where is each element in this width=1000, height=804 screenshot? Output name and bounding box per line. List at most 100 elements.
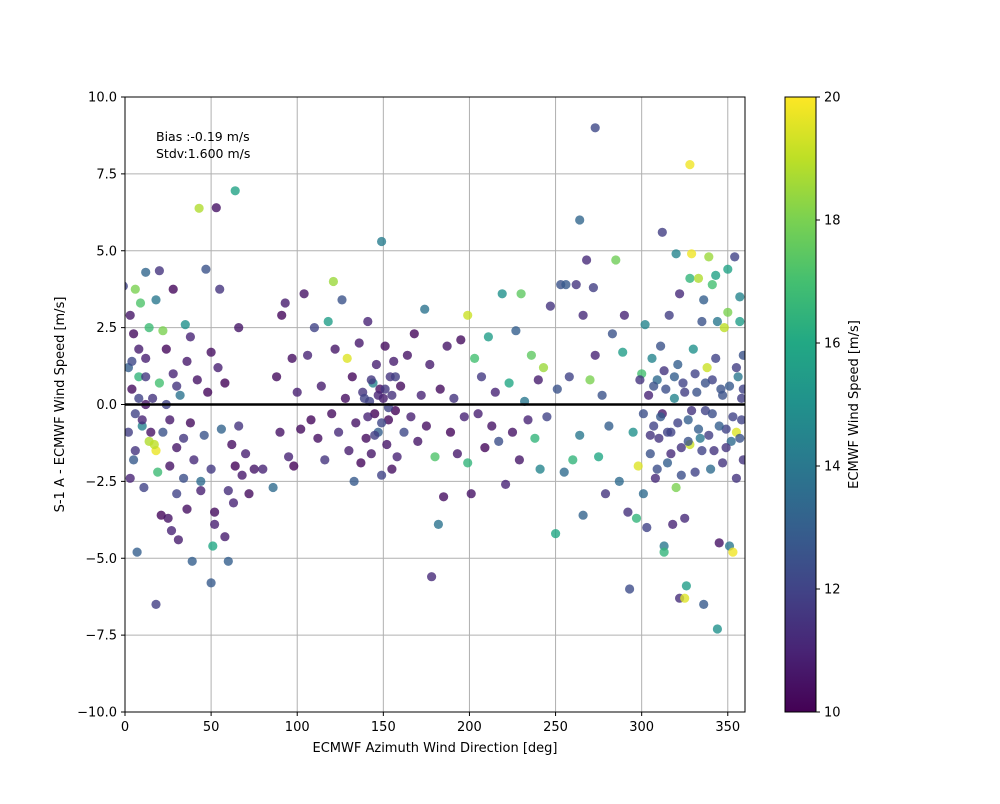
data-point: [129, 455, 139, 465]
data-point: [728, 547, 738, 557]
data-point: [680, 513, 690, 523]
data-point: [735, 316, 745, 327]
data-point: [154, 378, 164, 388]
x-tick-label: 0: [121, 720, 129, 735]
data-point: [168, 284, 178, 294]
data-point: [187, 556, 197, 566]
y-tick-label: 7.5: [96, 167, 117, 182]
data-point: [588, 283, 599, 293]
data-point: [349, 476, 359, 486]
data-point: [389, 356, 399, 366]
colorbar-tick-label: 12: [824, 583, 841, 598]
data-point: [153, 467, 163, 477]
data-point: [733, 372, 743, 382]
data-point: [664, 310, 674, 320]
data-point: [559, 467, 569, 477]
data-point: [561, 280, 571, 290]
colorbar-tick-label: 14: [824, 460, 841, 475]
data-point: [373, 390, 383, 400]
data-point: [289, 461, 299, 471]
data-point: [280, 298, 290, 308]
data-point: [657, 227, 667, 237]
data-point: [199, 430, 209, 440]
data-point: [638, 409, 649, 419]
colorbar: 10 12 14 16 18 20 ECMWF Wind Speed [m/s]: [784, 91, 862, 721]
data-point: [165, 415, 175, 425]
data-point: [649, 381, 659, 391]
data-point: [597, 390, 607, 400]
data-point: [213, 363, 223, 373]
data-point: [141, 267, 151, 277]
data-point: [180, 320, 190, 330]
data-point: [700, 406, 711, 416]
data-point: [666, 449, 676, 459]
data-point: [649, 421, 659, 431]
colorbar-tick-label: 20: [824, 91, 841, 106]
data-point: [466, 489, 476, 499]
data-point: [303, 350, 313, 360]
data-point: [456, 335, 466, 345]
data-point: [535, 464, 545, 474]
data-point: [578, 310, 588, 320]
data-point: [507, 427, 518, 437]
data-point: [347, 372, 357, 382]
data-point: [148, 393, 158, 403]
data-point: [638, 489, 649, 499]
data-point: [179, 433, 189, 443]
data-point: [144, 323, 154, 333]
colorbar-tick-label: 10: [824, 706, 841, 721]
data-point: [600, 489, 611, 499]
data-point: [141, 353, 151, 363]
colorbar-gradient: [784, 96, 817, 713]
x-tick-label: 300: [629, 720, 654, 735]
data-point: [425, 359, 435, 370]
data-point: [416, 390, 426, 400]
data-point: [234, 421, 244, 431]
data-point: [227, 439, 237, 450]
data-point: [726, 436, 736, 446]
data-point: [516, 289, 526, 299]
data-point: [228, 498, 239, 508]
data-point: [551, 529, 561, 539]
data-point: [625, 584, 635, 594]
data-point: [366, 375, 376, 385]
data-point: [699, 295, 709, 305]
data-point: [192, 375, 202, 385]
data-point: [662, 458, 673, 468]
data-point: [396, 381, 406, 391]
data-point: [330, 344, 340, 354]
y-tick-label: −7.5: [85, 629, 117, 644]
data-point: [671, 482, 681, 493]
data-point: [644, 390, 654, 400]
data-point: [730, 252, 740, 262]
data-point: [421, 421, 431, 431]
data-point: [685, 273, 695, 283]
data-point: [704, 430, 714, 440]
data-point: [223, 556, 233, 566]
data-point: [323, 316, 333, 327]
data-point: [645, 430, 655, 440]
data-point: [640, 320, 650, 330]
data-point: [137, 415, 147, 425]
data-point: [675, 289, 685, 299]
data-point: [172, 381, 182, 391]
data-point: [738, 384, 745, 394]
data-point: [642, 522, 652, 533]
x-tick-label: 200: [457, 720, 482, 735]
data-point: [185, 332, 195, 342]
data-point: [688, 344, 698, 354]
scatter-points: [125, 123, 745, 634]
data-point: [316, 381, 326, 391]
data-point: [712, 316, 723, 327]
data-point: [125, 427, 133, 437]
data-point: [693, 273, 704, 283]
data-point: [656, 412, 666, 422]
data-point: [723, 307, 733, 317]
data-point: [337, 295, 347, 305]
data-point: [377, 470, 387, 480]
data-point: [127, 384, 137, 394]
data-point: [501, 479, 511, 489]
data-point: [435, 384, 445, 394]
data-point: [210, 519, 220, 530]
